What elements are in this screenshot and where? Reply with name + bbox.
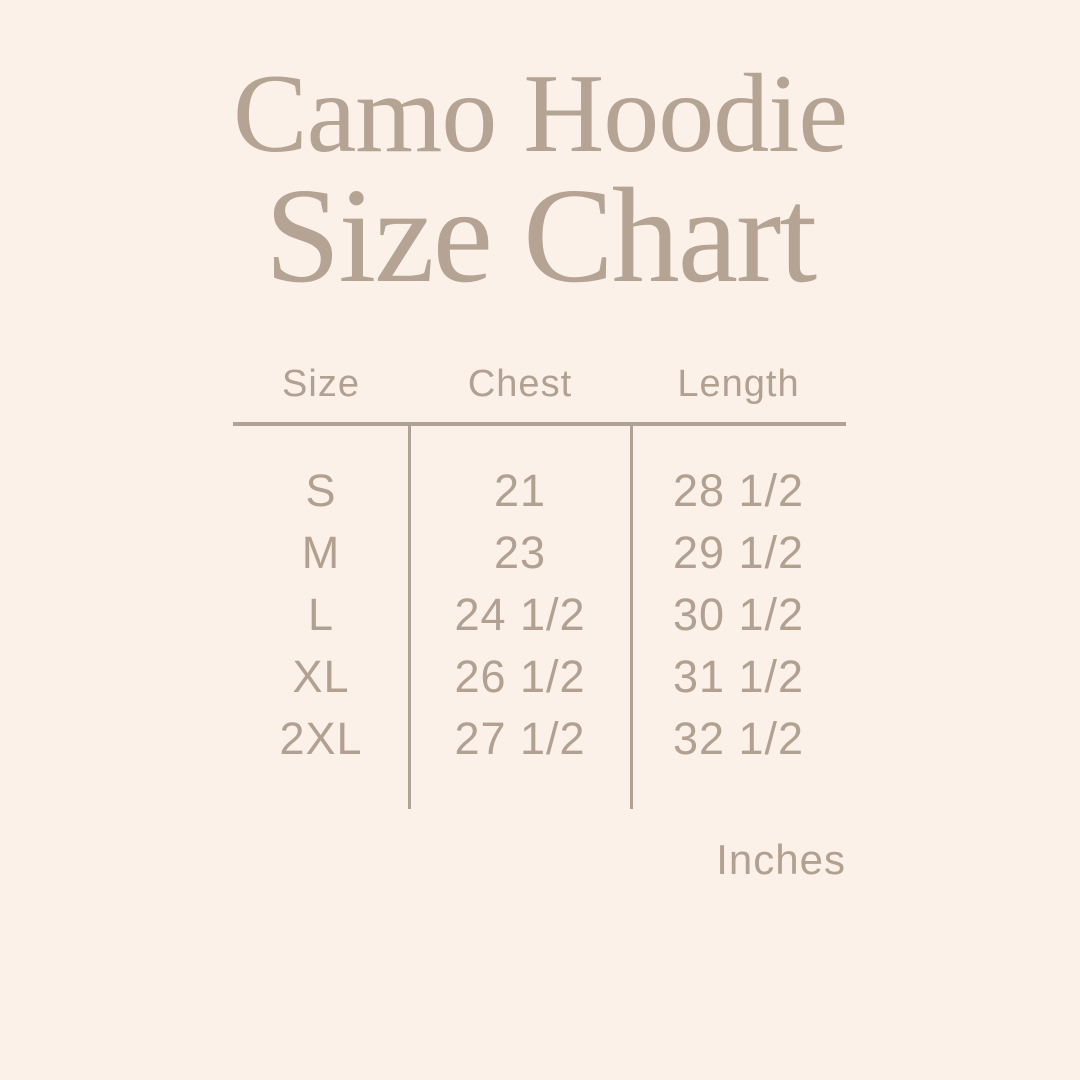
page-title: Size Chart [264, 161, 817, 311]
size-cell: S [305, 465, 337, 516]
chest-cell: 24 1/2 [454, 589, 586, 640]
column-header-length: Length [677, 362, 800, 405]
length-cell: 29 1/2 [672, 527, 805, 578]
length-cell: 28 1/2 [672, 465, 805, 516]
chest-cell: 26 1/2 [454, 651, 586, 702]
chest-cell: 21 [493, 465, 547, 516]
length-cell: 32 1/2 [672, 713, 805, 764]
table-row: 2XL 27 1/2 32 1/2 [233, 708, 846, 770]
size-cell: XL [292, 651, 350, 702]
column-divider-left [408, 426, 411, 809]
column-header-size: Size [282, 362, 360, 405]
table-row: XL 26 1/2 31 1/2 [233, 646, 846, 708]
product-title: Camo Hoodie [232, 52, 848, 176]
length-cell: 30 1/2 [672, 589, 805, 640]
unit-label: Inches [716, 836, 846, 883]
size-cell: L [307, 589, 335, 640]
table-body: S 21 28 1/2 M 23 29 1/2 L 24 1/2 30 1/2 … [233, 422, 846, 809]
chest-cell: 23 [493, 527, 547, 578]
table-row: S 21 28 1/2 [233, 460, 846, 522]
length-cell: 31 1/2 [672, 651, 805, 702]
table-header-row: Size Chest Length [233, 346, 846, 422]
column-header-chest: Chest [467, 362, 573, 405]
column-divider-right [630, 426, 633, 809]
size-chart-table: Size Chest Length S 21 28 1/2 M 23 29 1/… [233, 346, 846, 809]
size-cell: 2XL [279, 713, 363, 764]
table-row: L 24 1/2 30 1/2 [233, 584, 846, 646]
size-cell: M [301, 527, 341, 578]
table-row: M 23 29 1/2 [233, 522, 846, 584]
chest-cell: 27 1/2 [454, 713, 586, 764]
